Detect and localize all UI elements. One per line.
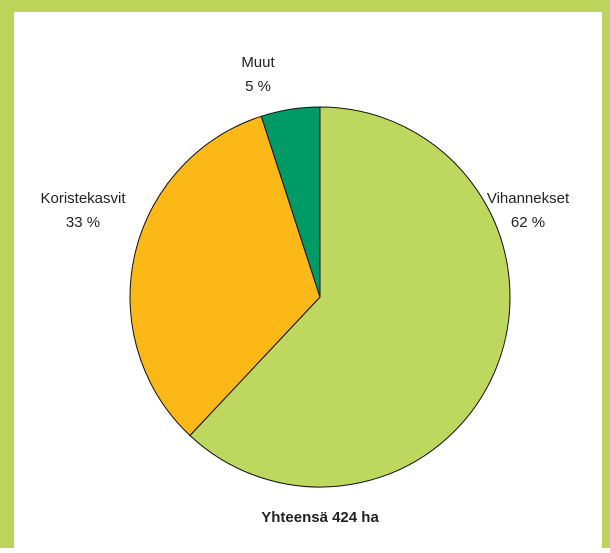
slice-value-label: 62 %	[511, 214, 545, 231]
pie-slice	[189, 106, 511, 488]
pie-slice	[129, 115, 321, 437]
slice-value-label: 33 %	[66, 214, 100, 231]
slice-label: Muut	[241, 54, 275, 71]
slice-label: Koristekasvit	[40, 190, 126, 207]
slice-label: Vihannekset	[487, 190, 570, 207]
pie-slice	[260, 106, 321, 298]
slice-value-label: 5 %	[245, 78, 271, 95]
annotation: Yhteensä 424 ha	[261, 509, 379, 526]
